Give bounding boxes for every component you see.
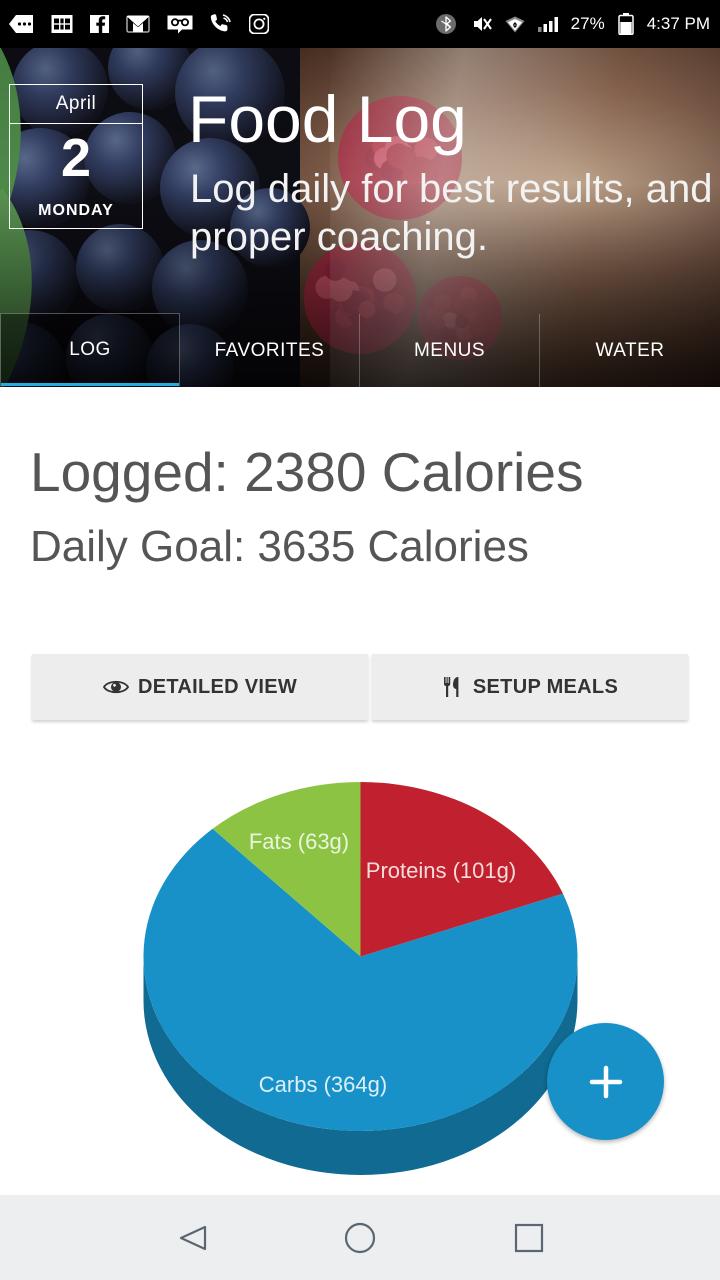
svg-text:Fats (63g): Fats (63g): [249, 829, 349, 854]
svg-text:Proteins (101g): Proteins (101g): [366, 858, 516, 883]
svg-text:Carbs (364g): Carbs (364g): [259, 1072, 387, 1097]
